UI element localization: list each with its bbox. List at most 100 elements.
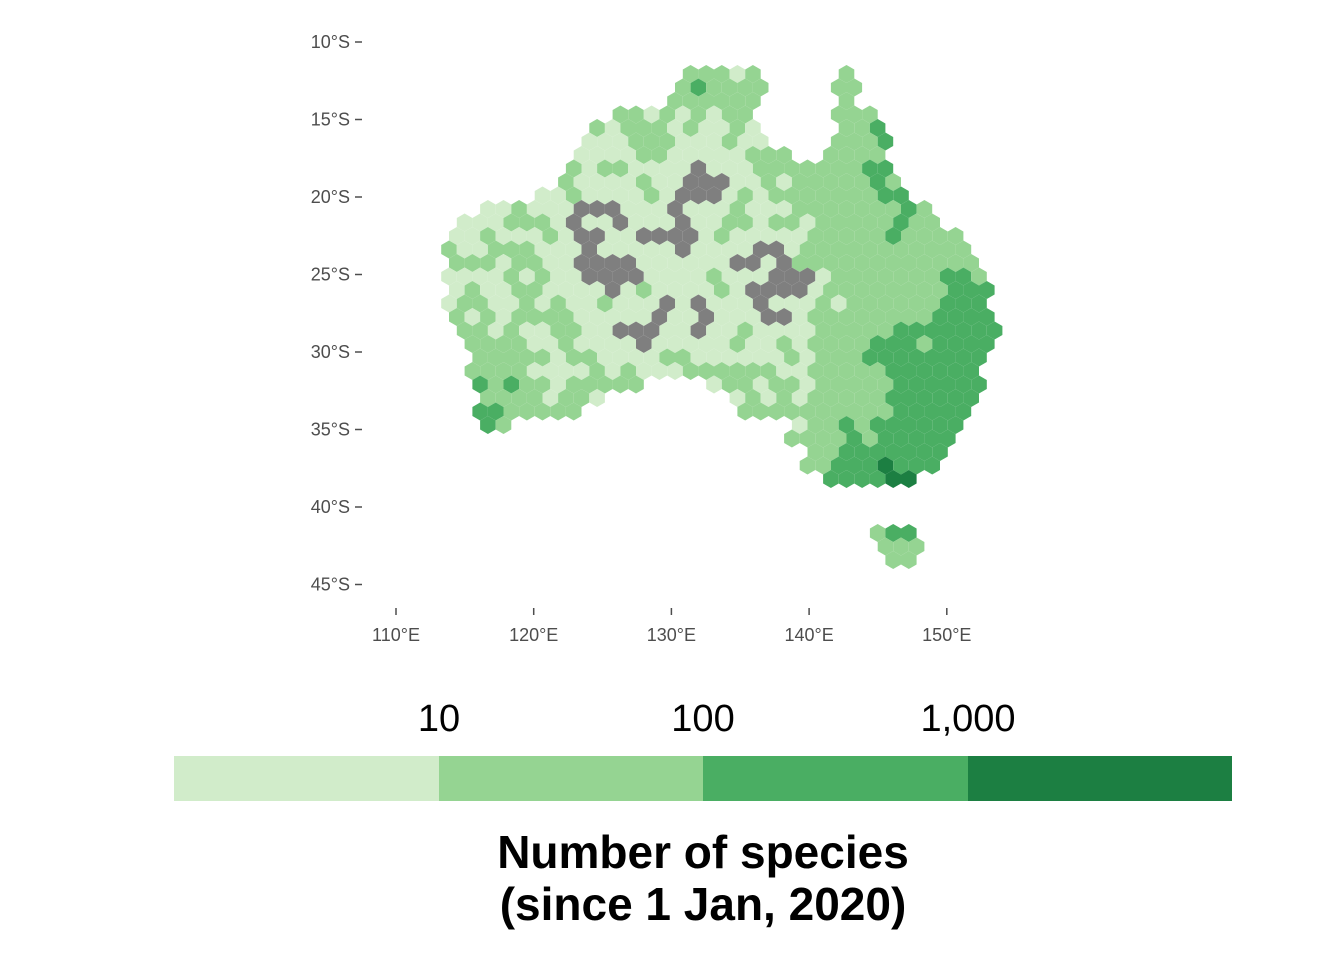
hex-cell xyxy=(721,159,738,178)
hex-cell xyxy=(550,240,566,259)
hex-cell xyxy=(877,429,894,448)
hex-cell xyxy=(667,146,683,164)
hex-cell xyxy=(916,308,933,326)
hex-cell xyxy=(472,402,488,421)
hex-cell xyxy=(838,173,855,191)
hex-cell xyxy=(690,348,707,367)
x-axis: 110°E 120°E 130°E 140°E 150°E xyxy=(372,608,971,645)
hex-cell xyxy=(752,294,769,313)
hex-cell xyxy=(729,362,746,380)
hex-cell xyxy=(901,254,917,272)
hex-cell xyxy=(854,335,870,353)
hex-cell xyxy=(893,321,909,340)
hex-cell xyxy=(511,335,527,353)
hex-cell xyxy=(675,105,691,124)
hex-cell xyxy=(877,294,894,313)
y-tick-label: 15°S xyxy=(311,110,350,130)
hex-cell xyxy=(675,132,691,151)
hex-cell xyxy=(651,308,668,326)
hex-cell xyxy=(916,200,933,218)
hex-cell xyxy=(885,443,901,461)
hex-cell xyxy=(643,294,660,313)
hex-cell xyxy=(690,294,707,313)
hex-cell xyxy=(526,227,543,245)
hex-cell xyxy=(542,389,559,407)
hex-cell xyxy=(776,254,792,272)
hex-cell xyxy=(597,213,613,232)
hex-cell xyxy=(612,213,629,232)
hex-cell xyxy=(534,321,551,340)
hex-cell xyxy=(901,362,917,380)
hex-cell xyxy=(854,119,870,137)
hex-cell xyxy=(823,335,839,353)
hex-cell xyxy=(893,537,909,556)
hex-cell xyxy=(862,321,878,340)
hex-cell xyxy=(924,321,940,340)
hex-cell xyxy=(721,186,738,205)
hex-cell xyxy=(963,362,979,380)
hex-cell xyxy=(526,335,543,353)
hex-cell xyxy=(776,173,792,191)
hex-cell xyxy=(784,213,800,232)
hex-cell xyxy=(924,375,940,394)
hex-cell xyxy=(604,335,621,353)
hex-cell xyxy=(932,227,948,245)
hex-cell xyxy=(519,402,535,421)
hex-cell xyxy=(924,240,940,259)
hex-cell xyxy=(581,267,598,286)
hex-cell xyxy=(690,159,707,178)
hex-cell xyxy=(924,294,940,313)
hex-cell xyxy=(604,254,621,272)
hex-cell xyxy=(706,375,722,394)
hex-cell xyxy=(628,105,644,124)
hex-cell xyxy=(947,254,964,272)
hex-cell xyxy=(643,267,660,286)
hex-cell xyxy=(542,335,559,353)
hex-cell xyxy=(565,375,582,394)
hex-cell xyxy=(768,240,785,259)
hex-cell xyxy=(643,321,660,340)
hex-cell xyxy=(698,335,714,353)
hex-cell xyxy=(682,308,699,326)
hex-cell xyxy=(862,186,878,205)
hex-cell xyxy=(651,146,668,164)
hex-cell xyxy=(456,321,473,340)
hex-cell xyxy=(534,402,551,421)
hex-cell xyxy=(550,348,566,367)
hex-cell xyxy=(799,267,816,286)
hex-cell xyxy=(916,416,933,434)
hex-cell xyxy=(830,456,847,475)
hex-cell xyxy=(955,375,972,394)
hex-cell xyxy=(815,456,831,475)
hex-cell xyxy=(737,186,753,205)
hex-cell xyxy=(737,105,753,124)
hex-cell xyxy=(776,362,792,380)
hex-cell xyxy=(752,375,769,394)
hex-cell xyxy=(636,362,652,380)
hex-cell xyxy=(924,348,940,367)
hex-cell xyxy=(651,119,668,137)
hex-cell xyxy=(721,321,738,340)
hex-cell xyxy=(565,213,582,232)
hex-cell xyxy=(698,92,714,110)
hex-cell xyxy=(729,308,746,326)
hex-cell xyxy=(550,267,566,286)
hex-cell xyxy=(472,213,488,232)
hex-cell xyxy=(472,267,488,286)
hex-cell xyxy=(932,335,948,353)
hex-cell xyxy=(620,119,636,137)
hex-cell xyxy=(815,159,831,178)
hex-cell xyxy=(659,240,675,259)
hex-cell xyxy=(745,254,761,272)
hex-cell xyxy=(511,308,527,326)
hex-cell xyxy=(752,348,769,367)
hex-cell xyxy=(534,186,551,205)
y-tick-label: 35°S xyxy=(311,420,350,440)
hex-cell xyxy=(760,146,777,164)
hex-cell xyxy=(760,173,777,191)
hex-cell xyxy=(877,375,894,394)
hex-cell xyxy=(979,335,995,353)
hex-cell xyxy=(503,267,520,286)
hex-cell xyxy=(675,321,691,340)
hex-cell xyxy=(869,389,886,407)
